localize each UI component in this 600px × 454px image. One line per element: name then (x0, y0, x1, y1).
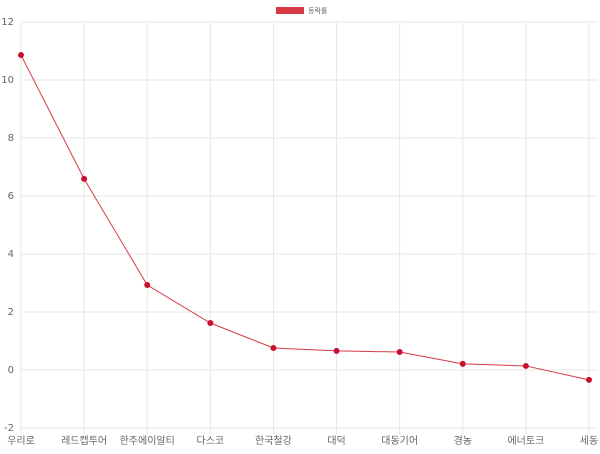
x-tick-label: 한국철강 (255, 435, 292, 447)
x-tick-label: 경농 (454, 434, 472, 447)
x-tick-label: 대동기어 (381, 435, 418, 447)
x-tick-label: 에너토크 (507, 435, 544, 447)
y-tick-label: 6 (8, 191, 14, 202)
data-point (144, 282, 151, 289)
x-tick-label: 세동 (580, 435, 598, 447)
data-point (81, 175, 88, 182)
data-point (396, 349, 403, 356)
legend-label: 등락률 (308, 7, 328, 15)
y-tick-label: 10 (1, 75, 14, 86)
data-point (333, 347, 340, 354)
data-point (522, 362, 529, 369)
x-tick-label: 한주에이알티 (120, 435, 175, 447)
data-point (270, 344, 277, 351)
data-point (459, 360, 466, 367)
x-tick-label: 다스코 (197, 435, 225, 447)
data-point (207, 320, 214, 327)
y-tick-label: 8 (8, 133, 14, 144)
y-tick-label: -2 (4, 423, 14, 434)
data-point (18, 52, 24, 59)
y-tick-label: 0 (8, 365, 14, 376)
y-tick-label: 2 (8, 307, 14, 318)
series-line (20, 54, 590, 381)
legend-swatch (276, 7, 304, 14)
x-tick-label: 우리로 (7, 435, 35, 447)
x-tick-label: 레드캡투어 (61, 435, 107, 447)
y-tick-label: 12 (1, 17, 14, 28)
y-tick-label: 4 (8, 249, 14, 260)
x-tick-label: 대덕 (327, 435, 345, 447)
data-point (586, 376, 592, 383)
